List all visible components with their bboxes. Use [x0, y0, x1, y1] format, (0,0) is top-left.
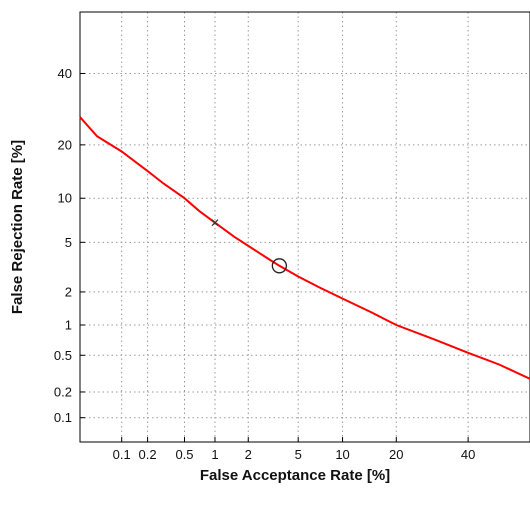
y-tick-label: 5: [65, 235, 72, 250]
operating-point-circle: [271, 258, 288, 274]
plot-frame: [79, 11, 530, 443]
x-tick-label: 2: [245, 447, 252, 462]
y-axis-label: False Rejection Rate [%]: [9, 140, 26, 314]
y-tick-label: 10: [58, 191, 72, 206]
curve-markers: [211, 219, 288, 274]
x-tick-label: 1: [211, 447, 218, 462]
x-tick-label: 0.1: [113, 447, 131, 462]
x-tick-label: 5: [295, 447, 302, 462]
x-tick-labels: 0.1 0.2 0.5 1 2 5 10 20 40: [113, 447, 476, 462]
x-tick-label: 10: [335, 447, 349, 462]
x-axis-label: False Acceptance Rate [%]: [200, 467, 390, 484]
y-tick-label: 2: [65, 284, 72, 299]
tick-marks: [80, 72, 469, 442]
y-tick-label: 1: [65, 318, 72, 333]
grid-lines: [80, 12, 530, 442]
y-tick-label: 0.2: [54, 384, 72, 399]
x-tick-label: 0.5: [175, 447, 193, 462]
cross-stroke: [211, 219, 219, 227]
y-tick-labels: 0.1 0.2 0.5 1 2 5 10 20 40: [54, 66, 72, 425]
operating-point-cross: [211, 219, 219, 227]
y-tick-label: 20: [58, 137, 72, 152]
x-tick-label: 40: [461, 447, 475, 462]
y-tick-label: 0.1: [54, 410, 72, 425]
x-tick-label: 0.2: [139, 447, 157, 462]
y-tick-label: 0.5: [54, 348, 72, 363]
x-tick-label: 20: [389, 447, 403, 462]
y-tick-label: 40: [58, 66, 72, 81]
det-curve-line: [79, 116, 530, 380]
